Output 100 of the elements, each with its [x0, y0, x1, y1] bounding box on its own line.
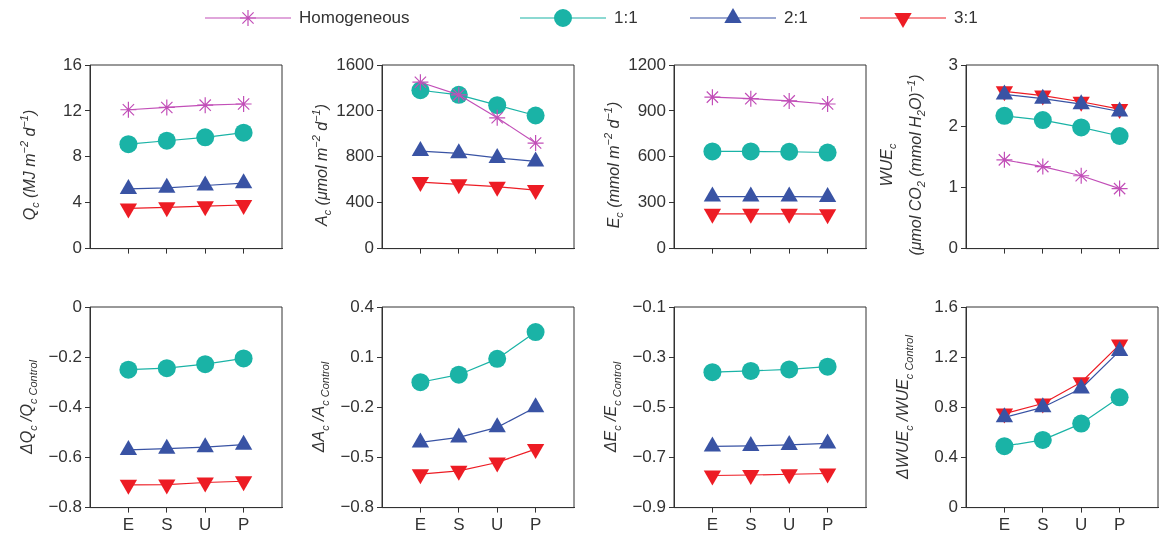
- y-tick-label: 12: [63, 100, 82, 120]
- point: [196, 477, 214, 493]
- x-tick-label: U: [1075, 515, 1088, 535]
- x-tick-label: P: [821, 515, 834, 535]
- point: [1033, 430, 1052, 449]
- x-tick-label: E: [414, 515, 427, 535]
- point: [741, 142, 760, 161]
- y-tick-label: −0.8: [48, 497, 82, 517]
- y-tick-label: −0.5: [340, 447, 374, 467]
- point: [703, 363, 722, 382]
- y-tick-label: 16: [63, 54, 82, 74]
- point: [818, 143, 837, 162]
- y-tick-label: 300: [637, 192, 666, 212]
- text: 3:1: [954, 8, 978, 28]
- point: [158, 98, 176, 117]
- point: [196, 355, 215, 374]
- y-tick-label: 0: [72, 296, 82, 316]
- point: [411, 469, 430, 485]
- point: [741, 361, 760, 380]
- y-tick-label: −0.1: [632, 296, 666, 316]
- point: [411, 373, 430, 392]
- y-tick-label: 0: [364, 238, 374, 258]
- y-tick-label: −0.2: [48, 346, 82, 366]
- point: [234, 476, 253, 492]
- point: [488, 457, 506, 473]
- x-tick-label: S: [453, 515, 465, 535]
- point: [818, 468, 837, 484]
- x-tick-label: E: [122, 515, 135, 535]
- point: [1072, 167, 1090, 185]
- point: [1072, 118, 1091, 137]
- point: [234, 349, 253, 368]
- point: [818, 209, 837, 225]
- y-tick-label: 0.4: [350, 296, 374, 316]
- y-tick-label: 0: [948, 497, 958, 517]
- point: [819, 95, 837, 113]
- x-tick-label: P: [529, 515, 542, 535]
- y-tick-label: −0.7: [632, 447, 666, 467]
- point: [488, 96, 507, 115]
- x-tick-label: U: [783, 515, 796, 535]
- point: [196, 96, 214, 114]
- y-tick-label: 0.1: [350, 346, 374, 366]
- point: [703, 470, 722, 486]
- y-tick-label: 1200: [336, 100, 374, 120]
- point: [780, 208, 798, 224]
- point: [703, 88, 721, 106]
- point: [742, 470, 760, 485]
- point: [411, 177, 430, 193]
- point: [119, 360, 138, 379]
- y-tick-label: 1: [948, 177, 958, 197]
- point: [703, 142, 722, 161]
- y-tick-label: 800: [345, 146, 374, 166]
- x-tick-label: E: [998, 515, 1011, 535]
- y-tick-label: 0: [948, 238, 958, 258]
- y-tick-label: −0.3: [632, 346, 666, 366]
- y-tick-label: 4: [72, 192, 82, 212]
- point: [742, 90, 760, 108]
- x-tick-label: P: [1113, 515, 1126, 535]
- point: [1110, 388, 1129, 407]
- y-tick-label: −0.5: [632, 396, 666, 416]
- x-tick-label: S: [745, 515, 757, 535]
- y-tick-label: 3: [948, 54, 958, 74]
- point: [527, 134, 545, 152]
- text: 2:1: [784, 8, 808, 28]
- x-tick-label: P: [237, 515, 250, 535]
- y-tick-label: 0: [72, 238, 82, 258]
- point: [234, 200, 253, 215]
- point: [526, 185, 545, 201]
- x-tick-label: S: [161, 515, 173, 535]
- point: [119, 101, 137, 119]
- point: [157, 359, 176, 378]
- y-tick-label: 8: [72, 146, 82, 166]
- y-tick-label: −0.6: [48, 447, 82, 467]
- x-tick-label: E: [706, 515, 719, 535]
- point: [119, 203, 138, 219]
- point: [995, 106, 1014, 125]
- y-tick-label: 0.8: [934, 396, 958, 416]
- point: [780, 92, 798, 110]
- point: [703, 208, 722, 224]
- y-tick-label: −0.9: [632, 497, 666, 517]
- y-tick-label: −0.8: [340, 497, 374, 517]
- y-tick-label: 1600: [336, 54, 374, 74]
- point: [780, 469, 798, 485]
- point: [449, 365, 468, 384]
- point: [742, 208, 760, 224]
- point: [450, 179, 468, 195]
- point: [158, 202, 176, 218]
- point: [526, 106, 545, 125]
- point: [526, 444, 545, 460]
- point: [1033, 111, 1052, 130]
- point: [818, 357, 837, 376]
- y-tick-label: −0.4: [48, 396, 82, 416]
- y-tick-label: 1.2: [934, 346, 958, 366]
- point: [234, 123, 253, 142]
- point: [450, 465, 468, 481]
- y-tick-label: 0: [656, 238, 666, 258]
- text: Homogeneous: [299, 8, 410, 28]
- point: [780, 142, 799, 161]
- point: [196, 128, 215, 147]
- point: [158, 479, 176, 495]
- point: [780, 360, 799, 379]
